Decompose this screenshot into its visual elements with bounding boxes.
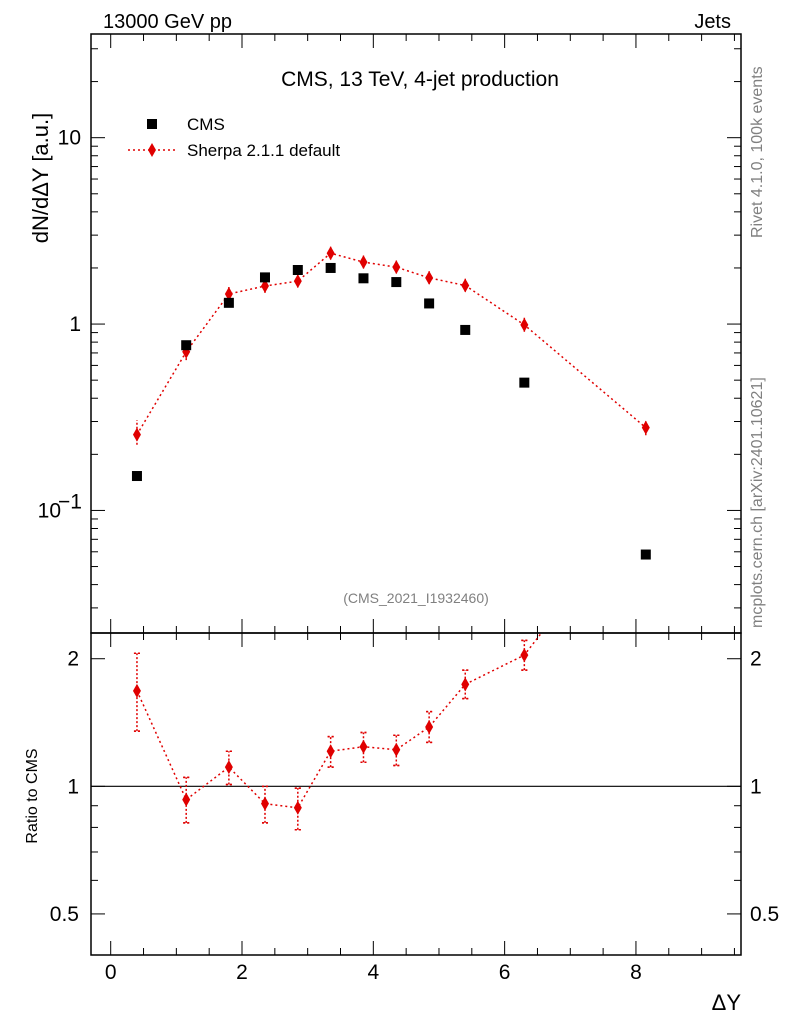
cms-point: [358, 273, 369, 284]
cms-point: [259, 272, 270, 283]
ratio-y-tick-label-right: 0.5: [750, 903, 779, 926]
cms-point: [292, 265, 303, 276]
ratio-y-tick-label-right: 2: [750, 648, 762, 671]
ratio-point: [182, 792, 191, 807]
ratio-point: [392, 742, 401, 757]
ratio-point: [293, 800, 302, 815]
ratio-y-tick-label-left: 2: [67, 648, 79, 671]
cms-point: [223, 297, 234, 308]
sherpa-point: [224, 286, 233, 301]
y-tick-label: 1: [69, 313, 81, 336]
ratio-point: [642, 491, 650, 505]
legend-sherpa-label: Sherpa 2.1.1 default: [187, 141, 340, 160]
y-tick-exponent: −1: [58, 490, 82, 513]
ratio-point: [461, 677, 470, 692]
legend: CMS Sherpa 2.1.1 default: [128, 115, 340, 160]
sherpa-point: [359, 255, 368, 270]
ratio-point: [520, 648, 529, 663]
ratio-y-axis-title: Ratio to CMS: [24, 748, 41, 843]
legend-sherpa-marker: [148, 143, 156, 157]
x-tick-label: 6: [499, 961, 511, 984]
legend-cms-marker: [147, 119, 157, 129]
sherpa-point: [520, 317, 529, 332]
cms-point: [519, 377, 530, 388]
ratio-panel: 0 2 4 6 8 0.5 0.5 1 1 2 2 Ratio to CMS ΔY: [24, 491, 779, 1015]
ratio-point: [260, 796, 269, 811]
sherpa-point: [293, 274, 302, 289]
ratio-panel-frame: [90, 632, 742, 956]
analysis-id-label: (CMS_2021_I1932460): [343, 590, 489, 606]
ratio-series: [91, 491, 741, 831]
sherpa-point: [132, 427, 141, 442]
x-tick-label: 2: [236, 961, 248, 984]
cms-point: [131, 471, 142, 482]
cms-point: [391, 277, 402, 288]
mcplots-site-label: mcplots.cern.ch [arXiv:2401.10621]: [749, 377, 766, 628]
cms-point: [640, 549, 651, 560]
sherpa-point: [425, 270, 434, 285]
ratio-point: [224, 760, 233, 775]
cms-point: [181, 340, 192, 351]
sherpa-point: [392, 260, 401, 275]
ratio-point: [359, 739, 368, 754]
main-series: [131, 246, 651, 560]
ratio-marks: [91, 491, 741, 831]
main-marks: [131, 246, 651, 560]
y-tick-label: 10: [58, 127, 81, 150]
cms-point: [424, 298, 435, 309]
ratio-point: [132, 683, 141, 698]
y-axis-title: dN/dΔY [a.u.]: [28, 113, 53, 243]
sherpa-point: [641, 420, 650, 435]
cms-point: [325, 262, 336, 273]
ratio-y-tick-label-left: 1: [67, 775, 79, 798]
x-tick-label: 4: [367, 961, 379, 984]
process-label: Jets: [694, 11, 731, 33]
ratio-ticks: 0 2 4 6 8 0.5 0.5 1 1 2 2: [50, 633, 779, 984]
chart-title: CMS, 13 TeV, 4-jet production: [281, 68, 559, 91]
ratio-point: [326, 744, 335, 759]
ratio-line: [136, 633, 543, 809]
legend-cms-label: CMS: [187, 115, 225, 134]
y-tick-label: 10: [38, 499, 61, 522]
x-tick-label: 8: [630, 961, 642, 984]
sherpa-point: [326, 246, 335, 261]
beam-energy-label: 13000 GeV pp: [103, 11, 232, 33]
sherpa-point: [260, 279, 269, 294]
x-axis-title: ΔY: [712, 990, 742, 1015]
x-tick-label: 0: [105, 961, 117, 984]
ratio-y-tick-label-right: 1: [750, 775, 762, 798]
rivet-version-label: Rivet 4.1.0, 100k events: [749, 66, 766, 238]
ratio-point: [425, 720, 434, 735]
cms-point: [460, 324, 471, 335]
sherpa-line: [136, 252, 647, 436]
ratio-y-tick-label-left: 0.5: [50, 903, 79, 926]
sherpa-point: [461, 278, 470, 293]
